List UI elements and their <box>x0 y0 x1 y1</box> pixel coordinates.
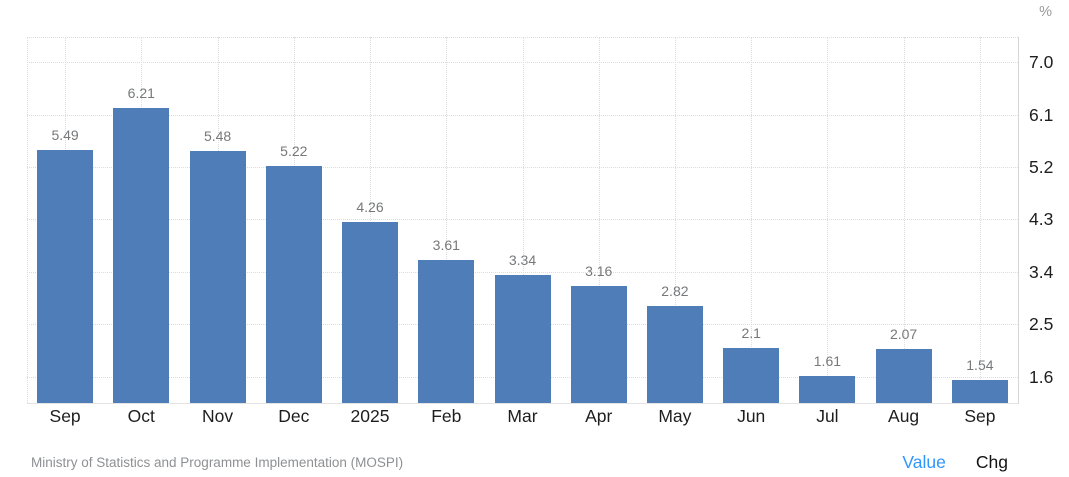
gridline-vertical <box>675 37 676 403</box>
bar-value-label: 6.21 <box>127 85 155 102</box>
bar-value-label: 2.07 <box>889 326 918 343</box>
bar[interactable] <box>723 347 780 403</box>
x-tick-label: Jul <box>816 406 839 426</box>
gridline-vertical <box>751 37 753 403</box>
x-tick-label: Nov <box>202 406 234 426</box>
gridline-vertical <box>827 37 829 403</box>
bar-value-label: 1.54 <box>966 357 994 374</box>
x-tick-label: Oct <box>127 406 155 426</box>
gridline-vertical <box>903 37 905 403</box>
bar[interactable] <box>265 165 322 403</box>
y-tick-label: 4.3 <box>1029 209 1054 230</box>
gridline-vertical <box>27 37 28 403</box>
gridline-vertical <box>598 37 600 403</box>
x-tick-label: May <box>658 406 692 426</box>
bar-value-label: 3.34 <box>508 252 537 269</box>
x-tick-label: 2025 <box>350 406 390 426</box>
x-tick-label: Feb <box>431 406 462 426</box>
bar[interactable] <box>570 285 627 403</box>
y-axis-unit-label: % <box>1039 4 1052 20</box>
gridline-vertical <box>522 37 524 403</box>
gridline-vertical <box>446 37 448 403</box>
plot-area: 5.49 6.21 5.48 5.22 4.26 3.61 3.34 3.16 2.82 2.1 1… <box>27 37 1019 404</box>
bar[interactable] <box>418 259 475 403</box>
bar-value-label: 5.22 <box>280 142 308 159</box>
bar[interactable] <box>189 150 246 403</box>
y-tick-label: 6.1 <box>1029 104 1054 125</box>
bar-value-label: 1.61 <box>813 353 842 370</box>
bar-value-label: 3.16 <box>585 262 613 279</box>
legend-value-button[interactable]: Value <box>902 452 946 472</box>
bar[interactable] <box>875 349 932 403</box>
legend: Value Chg <box>902 452 1008 472</box>
bar[interactable] <box>37 150 94 403</box>
y-tick-label: 1.6 <box>1029 366 1054 387</box>
source-link[interactable]: Ministry of Statistics and Programme Imp… <box>31 455 404 470</box>
gridline-vertical <box>370 37 371 403</box>
bar-value-label: 2.1 <box>741 324 761 341</box>
bar[interactable] <box>113 108 170 403</box>
x-tick-label: Sep <box>964 406 996 426</box>
x-tick-label: Apr <box>585 406 613 426</box>
x-axis: Sep Oct Nov Dec 2025 Feb Mar Apr May Jun Jul Aug Sep <box>27 406 1018 430</box>
y-tick-label: 2.5 <box>1029 314 1054 335</box>
x-tick-label: Aug <box>888 406 920 426</box>
x-tick-label: Dec <box>278 406 310 426</box>
x-tick-label: Mar <box>507 406 538 426</box>
bar[interactable] <box>494 275 551 403</box>
y-tick-label: 3.4 <box>1029 261 1054 282</box>
bar-value-label: 5.49 <box>51 127 79 144</box>
bar-value-label: 3.61 <box>432 236 460 253</box>
bar-value-label: 5.48 <box>203 127 232 144</box>
x-tick-label: Jun <box>737 406 766 426</box>
bar[interactable] <box>951 380 1008 403</box>
x-tick-label: Sep <box>49 406 81 426</box>
bar-value-label: 2.82 <box>661 282 689 299</box>
y-axis: 7.0 6.1 5.2 4.3 3.4 2.5 1.6 <box>1018 37 1069 403</box>
bar[interactable] <box>342 221 398 403</box>
y-tick-label: 5.2 <box>1029 157 1054 177</box>
gridline-vertical <box>979 37 981 403</box>
legend-chg-button[interactable]: Chg <box>975 452 1008 472</box>
y-tick-label: 7.0 <box>1029 52 1054 73</box>
bar[interactable] <box>647 305 703 403</box>
bar-value-label: 4.26 <box>356 198 384 215</box>
bar[interactable] <box>799 376 856 403</box>
